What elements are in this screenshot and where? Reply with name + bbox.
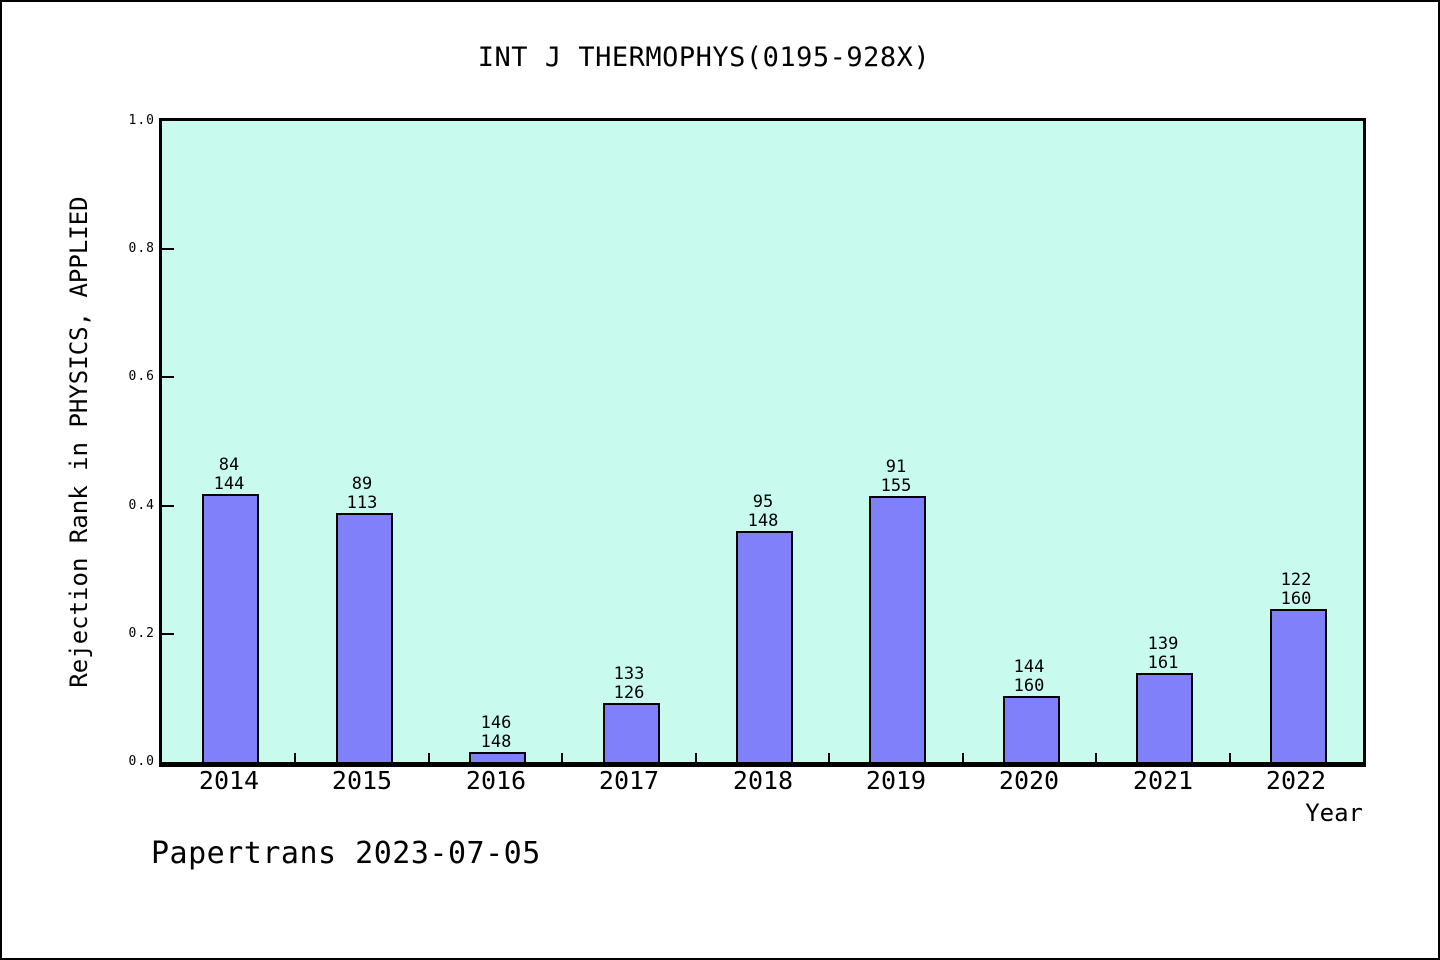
bar-label-numerator: 139: [1147, 633, 1179, 654]
footer-watermark: Papertrans 2023-07-05: [151, 836, 541, 871]
bar-label-denominator: 161: [1147, 652, 1179, 673]
bar-value-label-2021: 139 161: [1118, 633, 1208, 673]
x-tick-label-2017: 2017: [598, 766, 660, 795]
x-tick-label-2020: 2020: [998, 766, 1060, 795]
bar-label-numerator: 84: [218, 454, 240, 475]
bar-value-label-2017: 133 126: [584, 663, 674, 703]
bar-label-denominator: 160: [1013, 675, 1045, 696]
bar-value-label-2022: 122 160: [1251, 569, 1341, 609]
x-tick-label-2019: 2019: [865, 766, 927, 795]
bar-label-denominator: 144: [213, 473, 245, 494]
x-tick-mark-8: [1229, 753, 1231, 762]
bar-value-label-2015: 89 113: [317, 473, 407, 513]
y-tick-label-0.2: 0.2: [128, 626, 155, 641]
x-tick-label-2022: 2022: [1265, 766, 1327, 795]
bar-2022: [1270, 609, 1327, 762]
bar-2014: [202, 494, 259, 762]
x-tick-label-2018: 2018: [732, 766, 794, 795]
x-tick-mark-3: [561, 753, 563, 762]
x-tick-label-2014: 2014: [198, 766, 260, 795]
x-tick-mark-4: [695, 753, 697, 762]
x-tick-label-2015: 2015: [331, 766, 393, 795]
bar-2016: [469, 752, 526, 762]
y-tick-mark-0.8: [162, 248, 174, 250]
bar-2017: [603, 703, 660, 762]
bar-label-numerator: 95: [752, 491, 774, 512]
bar-2021: [1136, 673, 1193, 762]
bar-value-label-2016: 146 148: [451, 712, 541, 752]
x-axis-tick-labels: 2014 2015 2016 2017 2018 2019 2020 2021 2022: [162, 766, 1363, 800]
y-tick-mark-0.2: [162, 633, 174, 635]
bar-label-numerator: 133: [613, 663, 645, 684]
bar-2019: [869, 496, 926, 762]
bar-2018: [736, 531, 793, 762]
bar-2015: [336, 513, 393, 762]
bar-value-label-2018: 95 148: [718, 491, 808, 531]
y-tick-label-0.6: 0.6: [128, 369, 155, 384]
y-tick-label-0.4: 0.4: [128, 498, 155, 513]
bar-2020: [1003, 696, 1060, 762]
x-tick-mark-5: [828, 753, 830, 762]
y-tick-label-1.0: 1.0: [128, 113, 155, 128]
x-tick-mark-2: [428, 753, 430, 762]
bar-label-denominator: 126: [613, 682, 645, 703]
bar-label-numerator: 91: [885, 456, 907, 477]
y-axis-tick-labels: 0.0 0.2 0.4 0.6 0.8 1.0: [102, 113, 155, 769]
bar-value-label-2019: 91 155: [851, 456, 941, 496]
y-tick-label-0.0: 0.0: [128, 754, 155, 769]
x-tick-label-2021: 2021: [1132, 766, 1194, 795]
bar-label-numerator: 146: [480, 712, 512, 733]
chart-title: INT J THERMOPHYS(0195-928X): [477, 42, 931, 73]
x-tick-mark-6: [962, 753, 964, 762]
bar-label-numerator: 122: [1280, 569, 1312, 590]
bar-value-label-2020: 144 160: [984, 656, 1074, 696]
bar-label-denominator: 113: [346, 492, 378, 513]
plot-area: 84 144 89 113 146 148 133 126 95 148 91 155 144 160 13…: [159, 118, 1366, 767]
y-tick-mark-0.4: [162, 505, 174, 507]
bar-label-denominator: 148: [480, 731, 512, 752]
x-tick-mark-7: [1095, 753, 1097, 762]
bar-label-numerator: 144: [1013, 656, 1045, 677]
y-tick-mark-0.6: [162, 376, 174, 378]
x-tick-label-2016: 2016: [465, 766, 527, 795]
bar-label-denominator: 160: [1280, 588, 1312, 609]
y-axis-title: Rejection Rank in PHYSICS, APPLIED: [65, 196, 93, 688]
bar-value-label-2014: 84 144: [184, 454, 274, 494]
bar-label-numerator: 89: [351, 473, 373, 494]
x-tick-mark-1: [294, 753, 296, 762]
bar-label-denominator: 155: [880, 475, 912, 496]
x-axis-title: Year: [1305, 799, 1363, 827]
bar-label-denominator: 148: [747, 510, 779, 531]
y-tick-label-0.8: 0.8: [128, 241, 155, 256]
